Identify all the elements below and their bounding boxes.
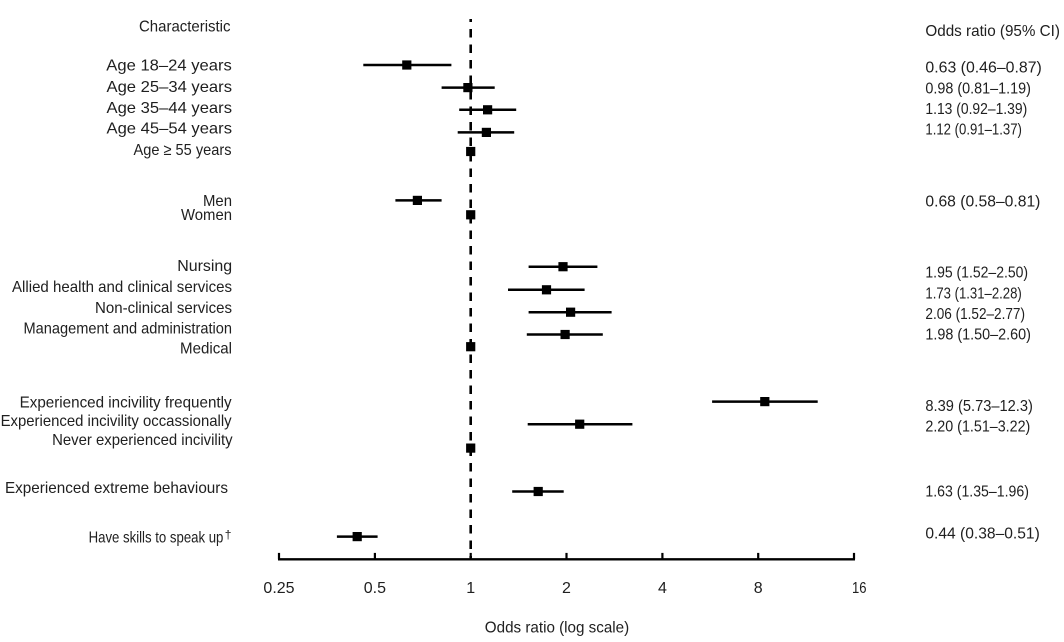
- svg-text:Experienced incivility frequen: Experienced incivility frequently: [20, 395, 232, 412]
- svg-text:0.5: 0.5: [364, 580, 386, 597]
- svg-text:2.06 (1.52–2.77): 2.06 (1.52–2.77): [925, 306, 1025, 323]
- svg-text:4: 4: [658, 580, 667, 597]
- svg-text:0.63 (0.46–0.87): 0.63 (0.46–0.87): [925, 60, 1041, 77]
- svg-text:1.12 (0.91–1.37): 1.12 (0.91–1.37): [925, 121, 1022, 138]
- svg-text:8.39 (5.73–12.3): 8.39 (5.73–12.3): [925, 398, 1033, 415]
- svg-text:Nursing: Nursing: [177, 258, 232, 275]
- svg-text:Age 25–34 years: Age 25–34 years: [107, 79, 233, 96]
- svg-text:Have skills to speak up: Have skills to speak up: [89, 530, 224, 547]
- svg-text:Women: Women: [181, 207, 232, 224]
- svg-text:1.95 (1.52–2.50): 1.95 (1.52–2.50): [925, 265, 1028, 282]
- svg-text:Age ≥ 55 years: Age ≥ 55 years: [134, 142, 232, 159]
- svg-text:2.20 (1.51–3.22): 2.20 (1.51–3.22): [925, 419, 1030, 436]
- svg-text:1.13 (0.92–1.39): 1.13 (0.92–1.39): [925, 101, 1027, 118]
- svg-text:8: 8: [754, 580, 763, 597]
- svg-text:Non-clinical services: Non-clinical services: [95, 300, 232, 317]
- svg-text:0.44 (0.38–0.51): 0.44 (0.38–0.51): [925, 526, 1039, 543]
- svg-text:Men: Men: [203, 193, 232, 210]
- svg-text:0.68 (0.58–0.81): 0.68 (0.58–0.81): [925, 194, 1040, 211]
- svg-text:0.25: 0.25: [263, 580, 294, 597]
- svg-text:Never experienced incivility: Never experienced incivility: [52, 432, 233, 449]
- svg-text:Age 18–24 years: Age 18–24 years: [106, 58, 232, 75]
- svg-text:Medical: Medical: [180, 341, 232, 358]
- svg-text:1.98 (1.50–2.60): 1.98 (1.50–2.60): [925, 326, 1031, 343]
- svg-text:Characteristic: Characteristic: [139, 19, 231, 36]
- svg-text:Odds ratio (95% CI): Odds ratio (95% CI): [925, 23, 1060, 40]
- svg-text:Age 35–44 years: Age 35–44 years: [107, 100, 233, 117]
- svg-text:†: †: [225, 528, 232, 542]
- svg-text:Experienced incivility occassi: Experienced incivility occassionally: [1, 413, 232, 430]
- svg-text:Age 45–54 years: Age 45–54 years: [107, 121, 233, 138]
- svg-text:1.63 (1.35–1.96): 1.63 (1.35–1.96): [925, 483, 1029, 500]
- svg-text:2: 2: [562, 580, 571, 597]
- svg-text:16: 16: [852, 580, 867, 597]
- svg-text:Management and administration: Management and administration: [24, 320, 233, 337]
- svg-text:1.73 (1.31–2.28): 1.73 (1.31–2.28): [925, 285, 1021, 302]
- svg-text:0.98 (0.81–1.19): 0.98 (0.81–1.19): [925, 80, 1031, 97]
- svg-text:Odds ratio (log scale): Odds ratio (log scale): [485, 620, 629, 637]
- svg-text:Experienced extreme behaviours: Experienced extreme behaviours: [5, 480, 228, 497]
- svg-text:1: 1: [466, 580, 475, 597]
- svg-text:Allied health and clinical ser: Allied health and clinical services: [12, 279, 232, 296]
